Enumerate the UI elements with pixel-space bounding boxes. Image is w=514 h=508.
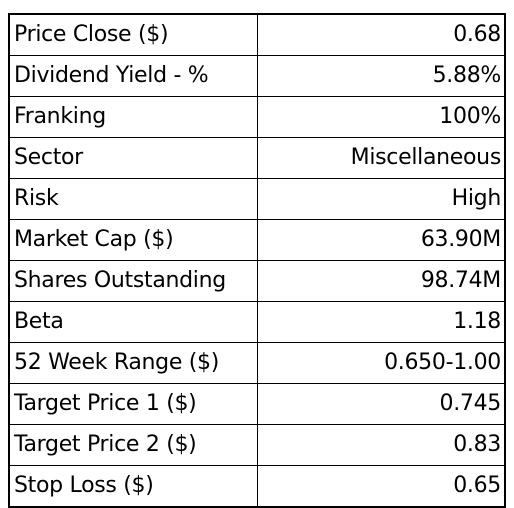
table-row-target-price-1: Target Price 1 ($) 0.745 [8,383,506,425]
table-row-dividend-yield: Dividend Yield - % 5.88% [8,55,506,97]
row-value: 0.68 [257,13,506,56]
table-row-target-price-2: Target Price 2 ($) 0.83 [8,424,506,466]
row-value: Miscellaneous [257,137,506,179]
row-label: Target Price 1 ($) [8,383,258,425]
row-value: High [257,178,506,220]
table-row-shares-outstanding: Shares Outstanding 98.74M [8,260,506,302]
row-label: Dividend Yield - % [8,55,258,97]
row-label: Price Close ($) [8,13,258,56]
row-value: 0.65 [257,465,506,508]
row-label: Stop Loss ($) [8,465,258,508]
table-row-52-week-range: 52 Week Range ($) 0.650-1.00 [8,342,506,384]
row-value: 5.88% [257,55,506,97]
row-label: Shares Outstanding [8,260,258,302]
row-value: 0.83 [257,424,506,466]
row-value: 0.650-1.00 [257,342,506,384]
row-value: 1.18 [257,301,506,343]
table-row-beta: Beta 1.18 [8,301,506,343]
row-label: Risk [8,178,258,220]
table-row-price-close: Price Close ($) 0.68 [8,13,506,56]
row-label: Beta [8,301,258,343]
stock-summary-table: Price Close ($) 0.68 Dividend Yield - % … [8,13,506,508]
row-label: Franking [8,96,258,138]
row-label: Market Cap ($) [8,219,258,261]
row-label: Sector [8,137,258,179]
table-row-stop-loss: Stop Loss ($) 0.65 [8,465,506,508]
row-value: 0.745 [257,383,506,425]
table-row-franking: Franking 100% [8,96,506,138]
table-row-market-cap: Market Cap ($) 63.90M [8,219,506,261]
row-label: Target Price 2 ($) [8,424,258,466]
row-value: 100% [257,96,506,138]
row-label: 52 Week Range ($) [8,342,258,384]
row-value: 63.90M [257,219,506,261]
table-row-risk: Risk High [8,178,506,220]
table-row-sector: Sector Miscellaneous [8,137,506,179]
row-value: 98.74M [257,260,506,302]
stock-summary-body: Price Close ($) 0.68 Dividend Yield - % … [8,13,506,508]
